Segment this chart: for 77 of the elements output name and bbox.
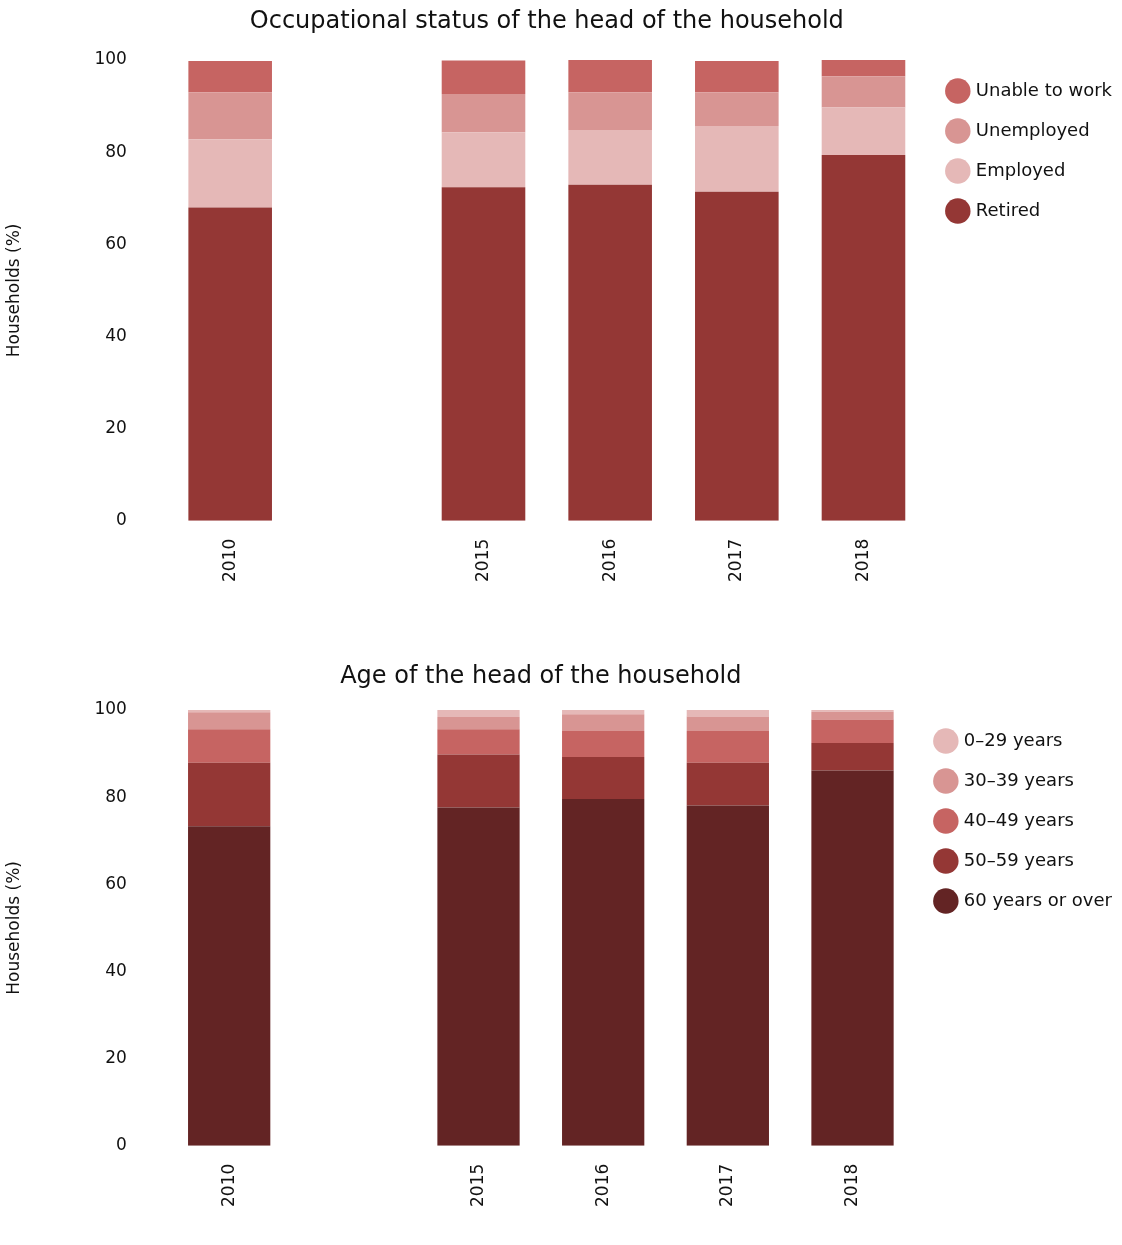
bar (686, 762, 769, 806)
bar (821, 154, 906, 521)
y-tick-label: 20 (105, 417, 127, 438)
bar (562, 798, 645, 1146)
bar (188, 60, 272, 93)
y-tick-label: 40 (105, 959, 127, 980)
bar (188, 207, 272, 521)
bar (437, 754, 520, 808)
bar (188, 712, 271, 730)
legend-label: Retired (975, 198, 1041, 220)
bar (441, 187, 526, 521)
x-tick-label: 2017 (716, 1163, 737, 1207)
bar (562, 714, 645, 731)
y-tick-label: 20 (105, 1047, 127, 1068)
bar (188, 762, 271, 827)
bar (188, 710, 271, 713)
x-tick-label: 2018 (840, 1163, 861, 1207)
x-tick-label: 2017 (725, 538, 746, 582)
chart-title: Age of the head of the household (340, 661, 742, 690)
bar (568, 130, 652, 185)
bar (188, 139, 272, 208)
x-tick-label: 2015 (466, 1163, 487, 1207)
legend-label: 60 years or over (963, 888, 1113, 910)
y-tick-label: 0 (116, 509, 127, 530)
y-axis-title: Households (%) (2, 861, 23, 995)
bar (811, 711, 894, 720)
bar (695, 92, 779, 126)
bar (695, 60, 779, 93)
x-tick-label: 2016 (591, 1163, 612, 1207)
x-tick-label: 2018 (851, 538, 872, 582)
bar (686, 710, 769, 717)
y-tick-label: 40 (105, 324, 127, 345)
x-tick-label: 2016 (598, 538, 619, 582)
bar (437, 710, 520, 717)
y-tick-label: 80 (105, 785, 127, 806)
bar (568, 184, 652, 521)
bar (686, 805, 769, 1146)
bar (568, 92, 652, 131)
bar (188, 729, 271, 763)
x-tick-label: 2010 (217, 1163, 238, 1207)
bar (811, 743, 894, 771)
bar (811, 770, 894, 1146)
x-tick-label: 2015 (471, 538, 492, 582)
legend-label: Unemployed (975, 118, 1090, 140)
y-tick-label: 60 (105, 872, 127, 893)
chart-title: Occupational status of the head of the household (249, 6, 844, 35)
bar (437, 716, 520, 730)
bar (811, 719, 894, 744)
bar (188, 92, 272, 140)
legend-label: Employed (975, 158, 1066, 180)
bar (437, 729, 520, 755)
bar (821, 76, 906, 108)
y-axis-title: Households (%) (2, 223, 23, 358)
y-tick-label: 0 (116, 1134, 127, 1155)
x-tick-label: 2010 (218, 538, 239, 582)
bar (686, 716, 769, 731)
legend-label: 30–39 years (963, 768, 1074, 790)
bar (437, 807, 520, 1146)
bar (441, 60, 526, 95)
legend-label: Unable to work (975, 78, 1113, 100)
bar (441, 132, 526, 188)
legend-label: 0–29 years (963, 728, 1063, 750)
bar (441, 94, 526, 133)
y-tick-label: 100 (94, 48, 127, 69)
bar (562, 730, 645, 758)
bar (188, 826, 271, 1146)
y-tick-label: 80 (105, 140, 127, 161)
bar (695, 125, 779, 192)
bar (821, 107, 906, 155)
bar (686, 730, 769, 763)
legend-label: 50–59 years (963, 848, 1074, 870)
legend-label: 40–49 years (963, 808, 1074, 830)
bar (562, 757, 645, 799)
y-tick-label: 100 (94, 698, 127, 719)
bar (562, 710, 645, 715)
y-tick-label: 60 (105, 232, 127, 253)
bar (695, 191, 779, 521)
